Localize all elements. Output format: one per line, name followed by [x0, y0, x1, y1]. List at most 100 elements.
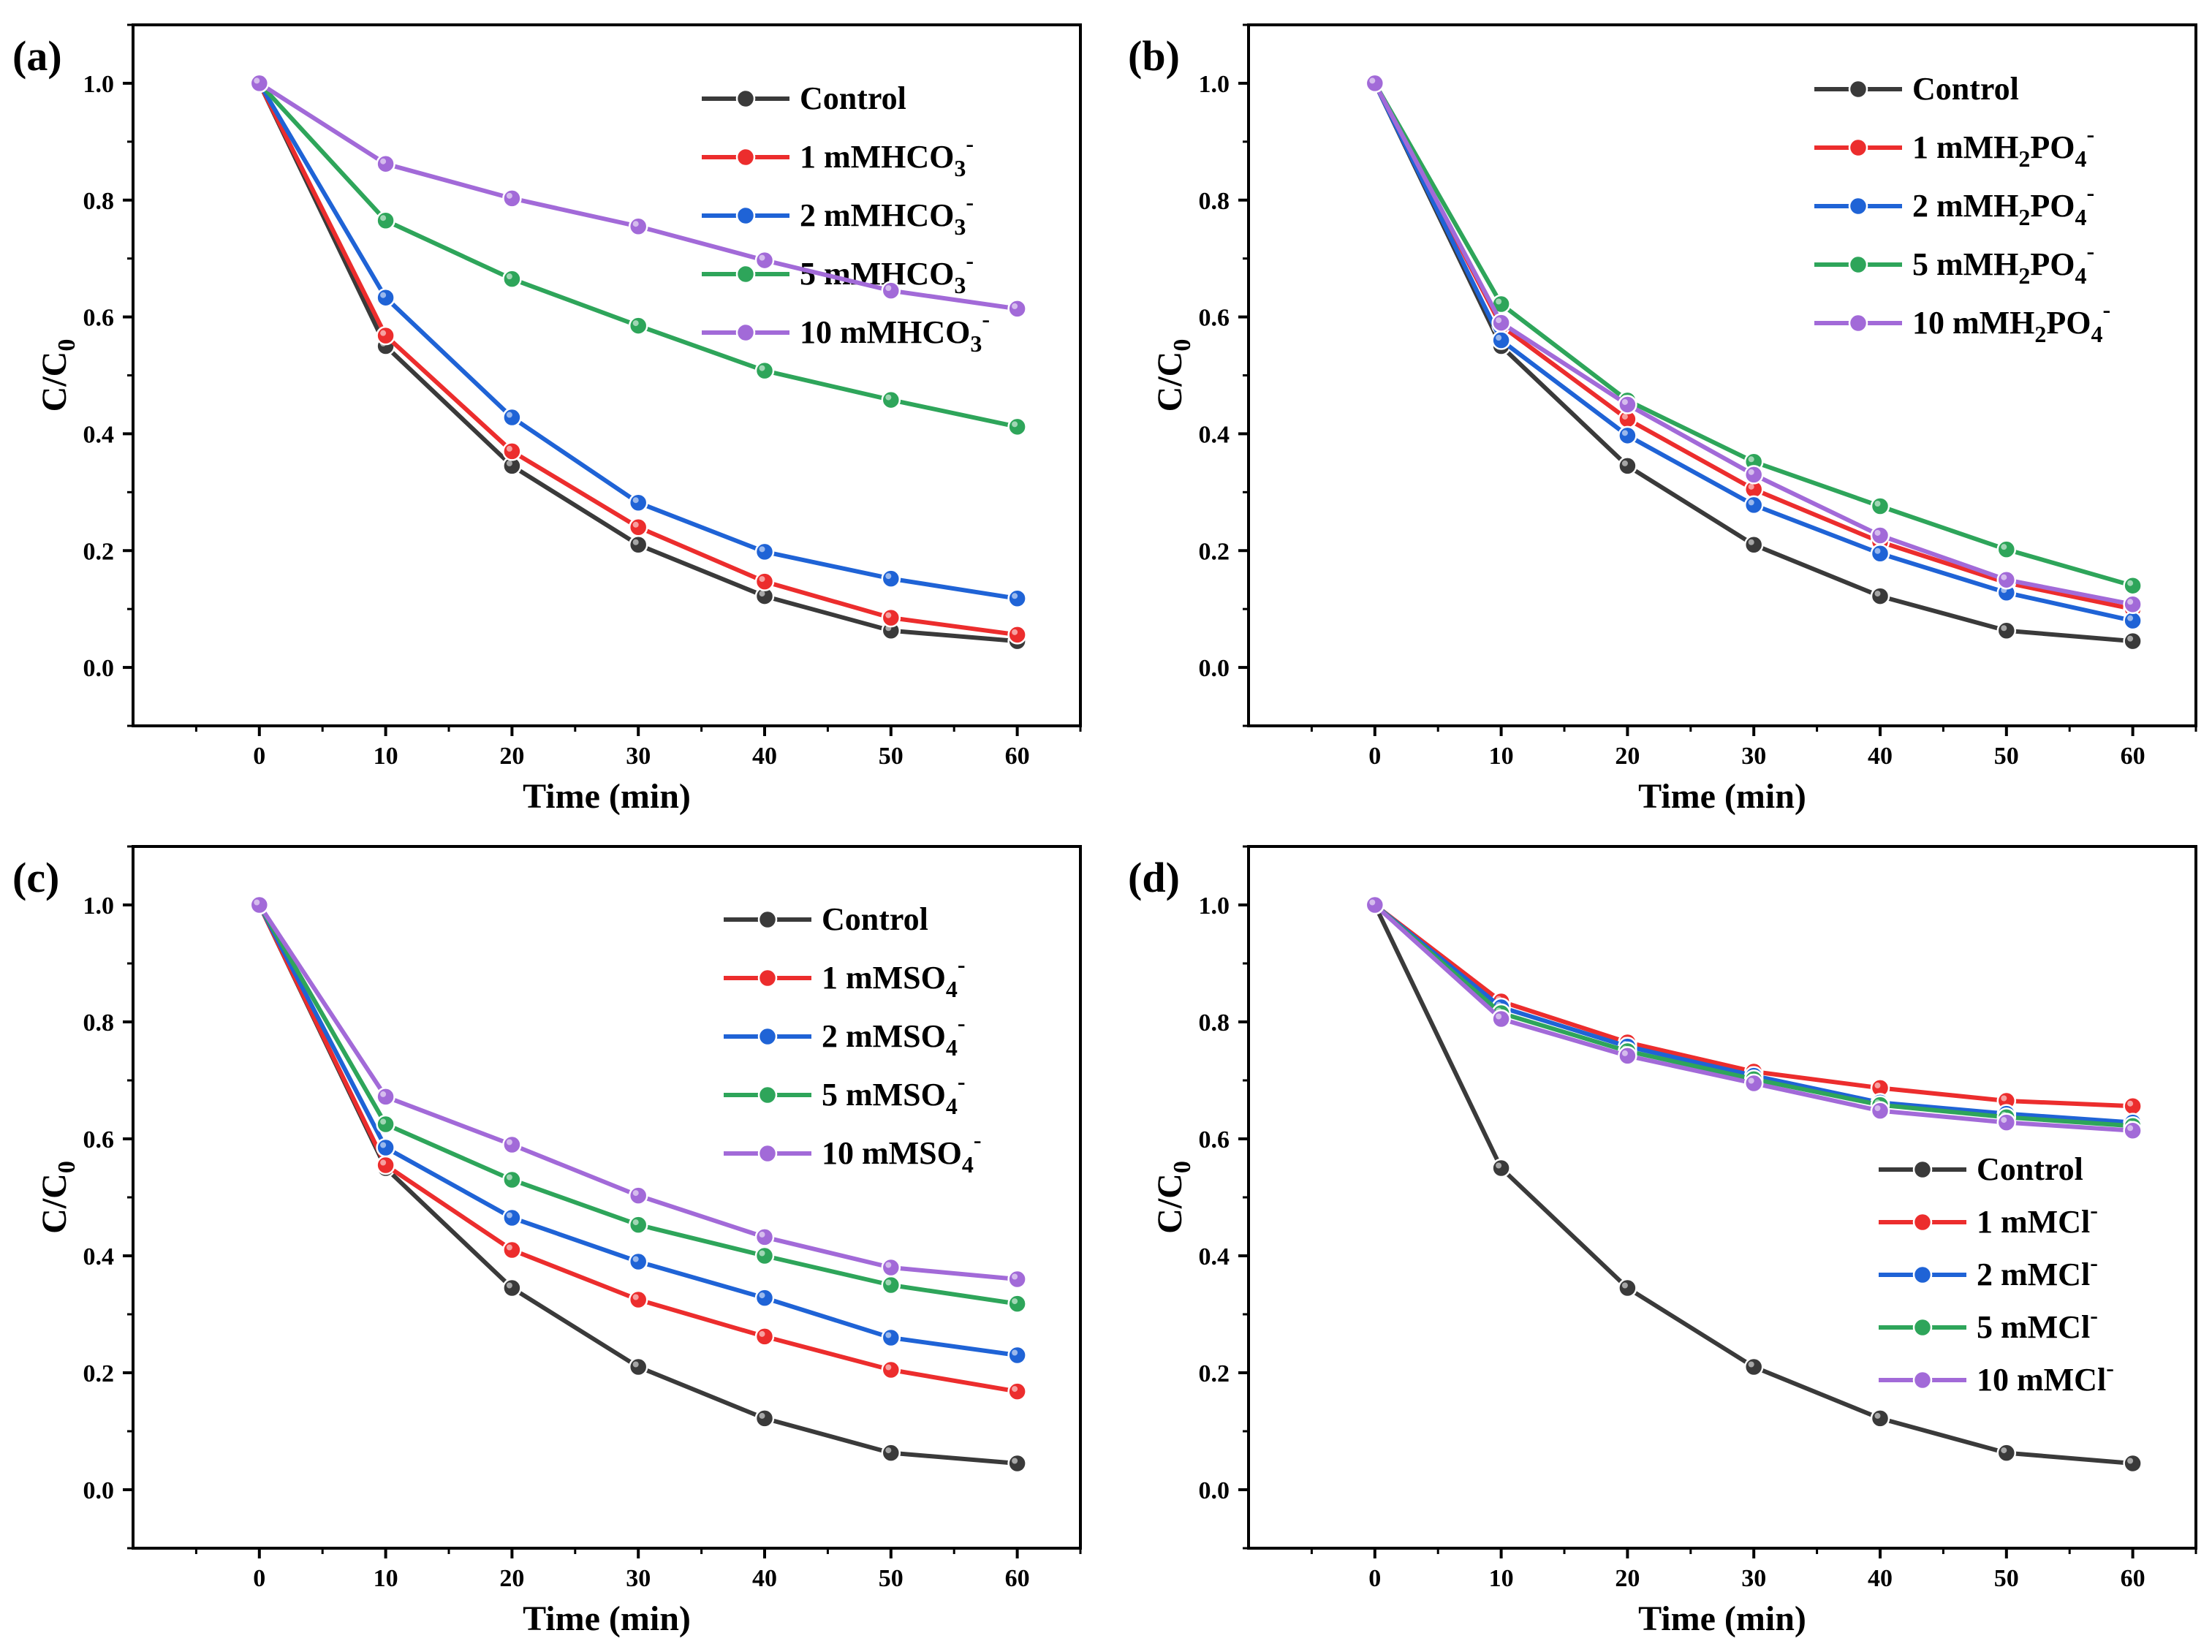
panel-label: (c) — [12, 854, 59, 901]
data-point — [1618, 1278, 1637, 1298]
data-point-highlight — [2127, 599, 2134, 605]
data-point — [881, 569, 901, 588]
data-point-highlight — [759, 254, 765, 261]
data-point-highlight — [759, 591, 765, 597]
data-point — [1491, 330, 1511, 350]
data-point-highlight — [1621, 413, 1628, 420]
data-point-highlight — [1874, 1105, 1881, 1112]
data-point — [376, 325, 395, 346]
data-point — [628, 216, 648, 236]
data-point — [881, 390, 901, 410]
data-point-highlight — [1012, 1458, 1018, 1464]
x-tick-label: 20 — [1615, 1565, 1640, 1592]
y-tick-label: 0.0 — [83, 655, 115, 682]
series-s5 — [249, 895, 1027, 1314]
data-point — [1007, 1453, 1027, 1474]
series-s10 — [1365, 895, 2143, 1141]
x-tick-label: 10 — [1489, 1565, 1514, 1592]
legend-marker — [757, 1026, 778, 1047]
data-point — [376, 1137, 395, 1158]
x-tick-label: 50 — [879, 1565, 904, 1592]
y-tick-label: 1.0 — [1199, 893, 1230, 920]
data-point — [1007, 417, 1027, 437]
data-point-highlight — [759, 576, 765, 583]
data-point-highlight — [506, 192, 512, 199]
y-tick-label: 0.2 — [1199, 1360, 1230, 1387]
legend-marker — [1912, 1370, 1933, 1390]
legend-label: 2 mMH2PO4- — [1912, 179, 2094, 230]
data-point — [1870, 1409, 1890, 1428]
data-point-highlight — [759, 1330, 765, 1337]
data-point-highlight — [1369, 899, 1376, 906]
data-point — [502, 1240, 522, 1260]
data-point — [1743, 1073, 1764, 1094]
data-point — [1007, 299, 1027, 319]
legend-item: 1 mMHCO3- — [702, 130, 974, 181]
data-point-highlight — [506, 1212, 512, 1219]
data-point-highlight — [632, 539, 639, 545]
data-point — [502, 1278, 522, 1298]
data-point-highlight — [759, 1250, 765, 1257]
data-point — [502, 189, 522, 208]
legend-marker — [1848, 313, 1868, 333]
y-tick-label: 0.2 — [1199, 538, 1230, 565]
series-s5 — [1365, 895, 2143, 1136]
data-point-highlight — [2001, 1447, 2007, 1454]
data-point — [1007, 1345, 1027, 1365]
data-point — [881, 1360, 901, 1380]
data-point — [249, 73, 270, 94]
legend-item: 1 mMCl- — [1879, 1197, 2098, 1240]
legend-item: 1 mMH2PO4- — [1814, 121, 2094, 172]
data-point — [2123, 1453, 2143, 1474]
y-tick-label: 1.0 — [1199, 71, 1230, 98]
x-tick-label: 20 — [499, 1565, 524, 1592]
data-point — [628, 518, 648, 537]
y-tick-label: 0.2 — [83, 1360, 115, 1387]
data-point — [754, 1246, 775, 1266]
legend-label: 10 mMHCO3- — [800, 306, 990, 357]
data-point-highlight — [2001, 1117, 2007, 1124]
legend-item: 2 mMH2PO4- — [1814, 179, 2094, 230]
y-tick-label: 0.4 — [83, 1243, 115, 1270]
data-point-highlight — [885, 285, 892, 292]
legend-marker — [735, 147, 756, 167]
data-point-highlight — [1012, 421, 1018, 428]
data-point-highlight — [506, 1139, 512, 1145]
series-line — [1373, 903, 2133, 1133]
legend-item: 10 mMSO4- — [724, 1126, 982, 1178]
data-point-highlight — [1012, 1298, 1018, 1305]
y-axis-title: C/C0 — [1151, 1161, 1196, 1234]
data-point-highlight — [380, 1142, 387, 1148]
data-point — [628, 316, 648, 336]
data-point-highlight — [1748, 499, 1754, 506]
data-point-highlight — [759, 1412, 765, 1419]
series-s5 — [249, 73, 1027, 437]
x-axis-title: Time (min) — [1638, 1599, 1806, 1638]
data-point — [1007, 625, 1027, 645]
legend-label: Control — [822, 901, 928, 937]
chart-panel-a: 0 10 20 30 40 50 60 0.0 0.2 0.4 0.6 0.8 1.0 Time (min… — [12, 23, 1082, 816]
data-point-highlight — [759, 1231, 765, 1238]
legend-marker — [1912, 1265, 1933, 1285]
legend-marker — [735, 205, 756, 226]
data-point-highlight — [1748, 469, 1754, 475]
x-tick-label: 10 — [1489, 743, 1514, 770]
legend-marker — [1848, 254, 1868, 275]
data-point-highlight — [380, 292, 387, 298]
legend-marker — [1912, 1159, 1933, 1180]
legend-marker — [1848, 137, 1868, 158]
data-point-highlight — [380, 215, 387, 221]
data-point-highlight — [1874, 1082, 1881, 1088]
data-point — [881, 1257, 901, 1278]
data-point — [249, 895, 270, 915]
legend-item: 2 mMSO4- — [724, 1009, 966, 1061]
data-point — [2123, 594, 2143, 615]
data-point — [1007, 1382, 1027, 1401]
legend-label: 5 mMH2PO4- — [1912, 238, 2094, 289]
data-point-highlight — [632, 497, 639, 504]
y-tick-label: 0.8 — [83, 188, 115, 215]
data-point — [754, 1288, 775, 1308]
data-point — [754, 360, 775, 381]
data-point — [628, 493, 648, 512]
data-point-highlight — [2127, 615, 2134, 621]
